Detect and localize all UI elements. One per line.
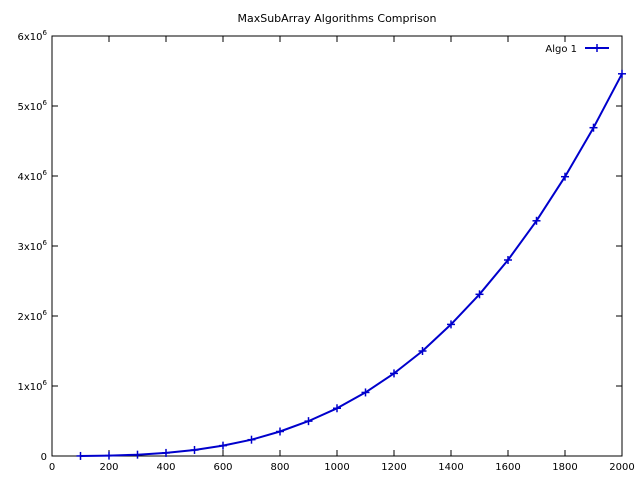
x-tick-label: 2000 (609, 462, 634, 473)
data-point (162, 448, 170, 457)
x-tick-label: 1200 (381, 462, 406, 473)
data-point (105, 451, 113, 460)
data-point (589, 123, 598, 132)
data-point (76, 451, 85, 460)
legend-label: Algo 1 (545, 44, 577, 55)
y-tick-label: 1x106 (18, 379, 48, 393)
data-point (447, 320, 455, 329)
data-point (561, 172, 569, 181)
y-tick-label: 2x106 (18, 309, 48, 323)
x-tick-label: 400 (156, 462, 175, 473)
chart-title: MaxSubArray Algorithms Comprison (237, 12, 436, 25)
data-point (475, 290, 484, 299)
y-tick-label: 6x106 (18, 29, 48, 43)
legend-marker (593, 44, 601, 52)
x-tick-label: 0 (49, 462, 55, 473)
data-point (247, 435, 256, 444)
y-tick-label: 3x106 (18, 239, 48, 253)
data-point (418, 347, 427, 355)
data-point (361, 388, 370, 397)
series-layer (76, 69, 626, 460)
data-point (304, 417, 313, 426)
x-tick-label: 1400 (438, 462, 463, 473)
series-line (80, 73, 623, 457)
y-tick-label: 5x106 (18, 99, 48, 113)
x-tick-label: 1800 (552, 462, 577, 473)
y-tick-label: 0 (41, 452, 47, 463)
x-tick-label: 800 (270, 462, 289, 473)
plot-frame (51, 35, 623, 457)
data-point (333, 404, 341, 413)
axis-ticks: 0 200 400 600 800 1000 1200 1400 1600 1800 2000 0 1x… (18, 29, 635, 473)
data-point (133, 450, 142, 459)
data-point (190, 445, 199, 454)
data-point (219, 441, 227, 450)
data-point (618, 69, 626, 78)
data-point (504, 256, 512, 264)
data-point (390, 369, 398, 378)
data-point (276, 427, 284, 436)
x-tick-label: 600 (213, 462, 232, 473)
x-tick-label: 1600 (495, 462, 520, 473)
data-point (532, 216, 541, 225)
x-tick-label: 200 (99, 462, 118, 473)
x-tick-label: 1000 (324, 462, 349, 473)
legend: Algo 1 (545, 44, 609, 55)
y-tick-label: 4x106 (18, 169, 48, 183)
